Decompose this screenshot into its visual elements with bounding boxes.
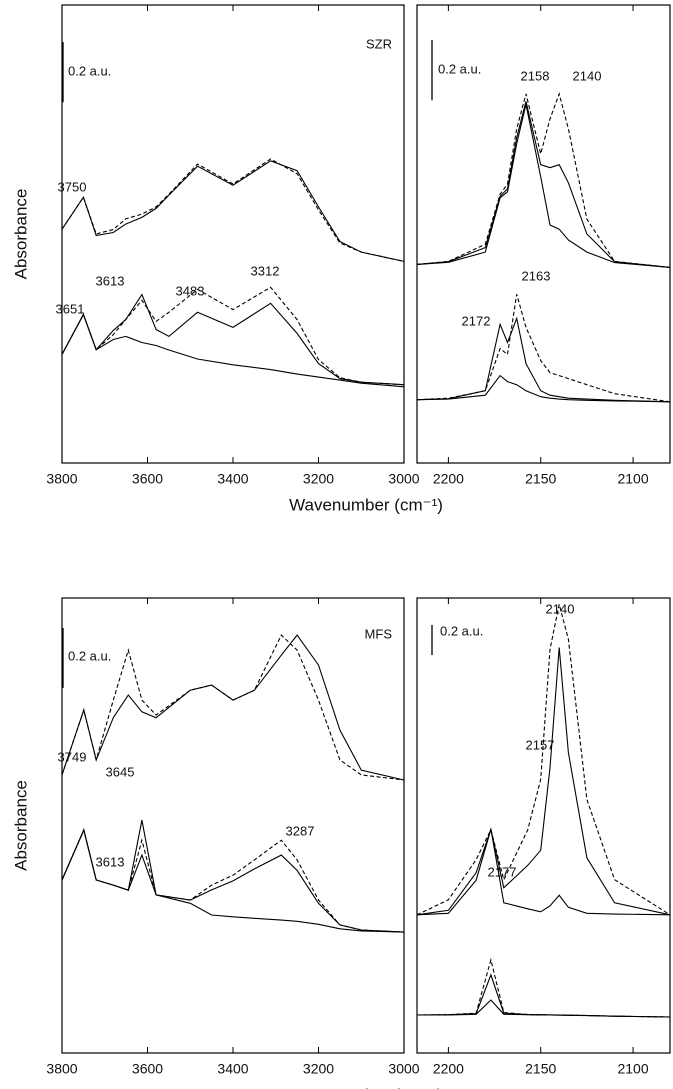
spectrum <box>416 374 671 403</box>
peak-label: 3312 <box>251 263 280 278</box>
x-tick-label: 3000 <box>388 471 419 487</box>
scale-bar-label: 0.2 a.u. <box>68 648 111 663</box>
peak-label: SZR <box>366 36 392 51</box>
x-tick-label: 2200 <box>433 471 464 487</box>
peak-label: 2157 <box>526 737 555 752</box>
scale-bar-label: 0.2 a.u. <box>68 63 111 78</box>
x-tick-label: 2200 <box>433 1061 464 1077</box>
y-axis-label: Absorbance <box>11 189 30 280</box>
plot-frame <box>61 597 405 1054</box>
x-tick-label: 3800 <box>46 471 77 487</box>
spectrum <box>416 104 671 268</box>
spectrum <box>416 829 671 916</box>
x-tick-label: 2150 <box>525 471 556 487</box>
spectrum <box>61 634 405 781</box>
peak-label: 3287 <box>286 823 315 838</box>
x-tick-label: 3800 <box>46 1061 77 1077</box>
x-tick-label: 2150 <box>525 1061 556 1077</box>
spectrum <box>416 316 671 403</box>
x-tick-label: 3000 <box>388 1061 419 1077</box>
peak-label: MFS <box>365 626 393 641</box>
spectrum <box>416 647 671 916</box>
x-tick-label: 3400 <box>217 471 248 487</box>
peak-label: 2140 <box>573 68 602 83</box>
spectrum <box>61 634 405 781</box>
peak-label: 3483 <box>176 283 205 298</box>
x-axis-label: Wavenumber (cm⁻¹) <box>289 1085 443 1089</box>
peak-label: 3613 <box>96 854 125 869</box>
scale-bar-label: 0.2 a.u. <box>440 623 483 638</box>
peak-label: 2158 <box>521 68 550 83</box>
spectrum <box>61 160 405 262</box>
peak-label: 3749 <box>58 749 87 764</box>
spectrum <box>61 313 405 388</box>
x-tick-label: 2100 <box>617 1061 648 1077</box>
spectrum <box>61 819 405 933</box>
x-tick-label: 3600 <box>132 1061 163 1077</box>
y-axis-label: Absorbance <box>11 780 30 871</box>
spectrum <box>416 999 671 1018</box>
spectrum <box>416 92 671 268</box>
spectrum <box>61 828 405 933</box>
peak-label: 2163 <box>522 268 551 283</box>
peak-label: 2177 <box>488 864 517 879</box>
peak-label: 3750 <box>58 179 87 194</box>
plot-frame <box>416 4 671 464</box>
peak-label: 2172 <box>462 313 491 328</box>
x-tick-label: 2100 <box>617 471 648 487</box>
peak-label: 3651 <box>56 301 85 316</box>
spectrum <box>61 286 405 386</box>
x-tick-label: 3600 <box>132 471 163 487</box>
x-tick-label: 3200 <box>303 1061 334 1077</box>
x-tick-label: 3200 <box>303 471 334 487</box>
x-tick-label: 3400 <box>217 1061 248 1077</box>
spectrum <box>416 957 671 1018</box>
peak-label: 2140 <box>546 601 575 616</box>
spectrum <box>61 158 405 262</box>
spectrum <box>416 604 671 916</box>
plot-frame <box>61 4 405 464</box>
spectrum <box>416 101 671 268</box>
peak-label: 3613 <box>96 273 125 288</box>
spectrum <box>61 293 405 386</box>
x-axis-label: Wavenumber (cm⁻¹) <box>289 495 443 514</box>
scale-bar-label: 0.2 a.u. <box>438 61 481 76</box>
plot-frame <box>416 597 671 1054</box>
peak-label: 3645 <box>106 764 135 779</box>
spectrum <box>416 973 671 1018</box>
spectrum <box>416 294 671 403</box>
